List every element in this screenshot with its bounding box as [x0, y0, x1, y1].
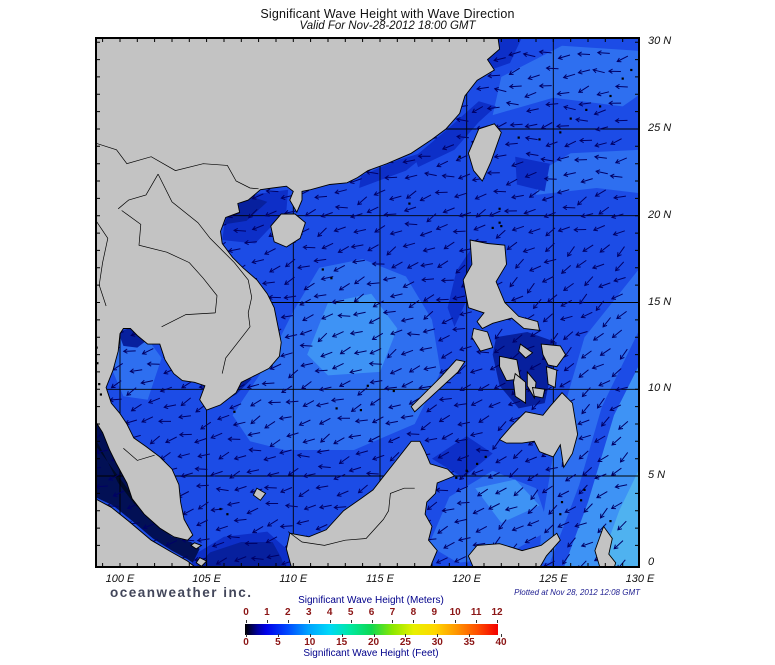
meters-tick-label: 2 — [285, 607, 291, 618]
plotted-timestamp: Plotted at Nov 28, 2012 12:08 GMT — [514, 588, 640, 597]
colorbar-tick — [341, 634, 343, 637]
colorbar-tick — [371, 620, 373, 623]
lon-label: 125 E — [538, 573, 568, 585]
colorbar-tick — [350, 620, 352, 623]
page-title: Significant Wave Height with Wave Direct… — [260, 7, 515, 21]
lon-label: 115 E — [366, 573, 394, 585]
colorbar-tick — [329, 620, 331, 623]
meters-tick-label: 8 — [410, 607, 417, 618]
lat-label: 15 N — [648, 295, 672, 308]
meters-tick-label: 5 — [347, 607, 354, 618]
colorbar-tick — [287, 620, 289, 623]
lat-label: 25 N — [648, 121, 672, 134]
meters-tick-label: 9 — [431, 607, 438, 618]
feet-tick-label: 40 — [495, 637, 507, 648]
small-islands — [95, 68, 633, 523]
meters-tick-label: 12 — [491, 607, 503, 618]
legend-title-feet: Significant Wave Height (Feet) — [303, 648, 439, 659]
colorbar-tick — [246, 634, 247, 637]
feet-tick-label: 15 — [336, 637, 348, 648]
lon-label: 120 E — [452, 573, 482, 585]
colorbar-tick — [455, 620, 457, 623]
lon-label: 105 E — [192, 573, 221, 585]
land-layer — [94, 36, 617, 569]
feet-tick-label: 35 — [463, 637, 475, 648]
colorbar-tick — [308, 620, 310, 623]
meters-tick-label: 1 — [264, 607, 270, 618]
legend-title-meters: Significant Wave Height (Meters) — [298, 595, 444, 606]
meters-tick-label: 4 — [326, 607, 333, 618]
map-border — [95, 37, 640, 568]
colorbar-tick — [497, 620, 499, 623]
colorbar-tick — [246, 620, 247, 623]
colorbar-tick — [266, 620, 268, 623]
lat-label: 20 N — [648, 208, 672, 221]
colorbar-tick — [405, 634, 407, 637]
meters-tick-label: 0 — [243, 607, 249, 618]
feet-tick-label: 10 — [304, 637, 316, 648]
colorbar-tick — [476, 620, 478, 623]
lat-label: 30 N — [648, 35, 672, 48]
colorbar-tick — [373, 634, 375, 637]
feet-tick-label: 20 — [367, 637, 380, 648]
colorbar-tick — [501, 634, 503, 637]
colorbar-tick — [469, 634, 471, 637]
colorbar-tick — [277, 634, 279, 637]
oceanweather-logo: oceanweather inc. — [110, 585, 253, 600]
feet-tick-label: 0 — [243, 637, 249, 648]
map-canvas — [87, 36, 640, 571]
lat-label: 10 N — [648, 382, 672, 395]
meters-tick-label: 6 — [368, 607, 375, 618]
lat-label: 0 — [648, 555, 655, 568]
feet-tick-label: 25 — [399, 637, 411, 648]
degree-ticks — [96, 38, 639, 567]
colorbar-tick — [413, 620, 415, 623]
valid-time-subtitle: Valid For Nov-28-2012 18:00 GMT — [299, 20, 476, 32]
lon-label: 100 E — [105, 573, 135, 585]
colorbar-tick — [392, 620, 394, 623]
meters-tick-label: 3 — [305, 607, 312, 618]
feet-tick-label: 30 — [431, 637, 443, 648]
colorbar-tick — [434, 620, 436, 623]
colorbar-tick — [437, 634, 439, 637]
lat-label: 5 N — [648, 469, 666, 482]
meters-tick-label: 11 — [470, 607, 482, 618]
lon-label: 130 E — [625, 573, 655, 585]
meters-tick-label: 10 — [449, 607, 461, 618]
map-svg — [87, 36, 640, 571]
meters-tick-label: 7 — [389, 607, 396, 618]
legend-colorbar — [245, 624, 498, 635]
lon-label: 110 E — [279, 573, 308, 585]
feet-tick-label: 5 — [275, 637, 281, 648]
country-borders — [94, 142, 415, 546]
colorbar-tick — [309, 634, 311, 637]
